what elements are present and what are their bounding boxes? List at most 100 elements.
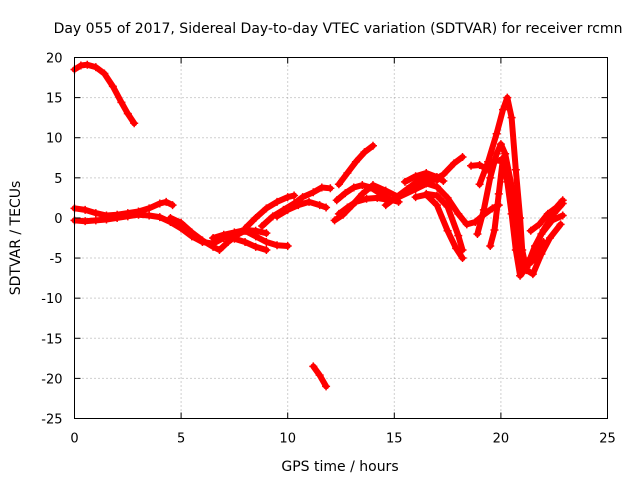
data-point xyxy=(462,220,471,229)
data-point xyxy=(230,234,239,243)
data-point xyxy=(262,204,271,213)
data-point xyxy=(283,242,292,251)
plot-frame xyxy=(74,57,608,419)
y-tick-label: -25 xyxy=(41,413,62,428)
data-point xyxy=(91,216,100,225)
data-point xyxy=(360,148,369,157)
data-point xyxy=(499,105,508,114)
x-tick-label: 10 xyxy=(279,432,296,447)
x-tick-label: 15 xyxy=(386,432,403,447)
data-point xyxy=(358,181,367,190)
data-point xyxy=(91,63,100,72)
data-point xyxy=(513,236,522,245)
x-tick-label: 5 xyxy=(177,432,185,447)
data-point xyxy=(524,260,533,269)
series-arc-afternoon-a xyxy=(334,141,377,189)
data-point xyxy=(177,218,186,227)
data-point xyxy=(473,229,482,238)
data-point xyxy=(475,180,484,189)
data-point xyxy=(511,165,520,174)
series-arc-early-high xyxy=(70,60,139,128)
data-point xyxy=(373,193,382,202)
x-tick-label: 0 xyxy=(70,432,78,447)
data-point xyxy=(198,236,207,245)
y-tick-label: 10 xyxy=(46,132,63,147)
data-point xyxy=(458,254,467,263)
y-tick-label: -5 xyxy=(50,252,63,267)
data-point xyxy=(490,225,499,234)
data-point xyxy=(494,189,503,198)
data-point xyxy=(516,271,525,280)
data-point xyxy=(309,188,318,197)
data-point xyxy=(100,69,109,78)
series-arc-midday-c xyxy=(241,226,292,251)
data-point xyxy=(358,189,367,198)
data-point xyxy=(209,242,218,251)
data-point xyxy=(381,186,390,195)
data-point xyxy=(503,93,512,102)
data-point xyxy=(400,177,409,186)
series-arc-midday-d xyxy=(230,234,271,255)
y-tick-label: -20 xyxy=(41,372,62,387)
data-point xyxy=(432,201,441,210)
data-point xyxy=(454,209,463,218)
data-point xyxy=(102,215,111,224)
data-point xyxy=(368,181,377,190)
y-tick-label: 15 xyxy=(46,92,63,107)
data-point xyxy=(432,173,441,182)
data-point xyxy=(492,149,501,158)
data-point xyxy=(362,194,371,203)
data-point xyxy=(507,181,516,190)
data-point xyxy=(516,258,525,267)
series-layer xyxy=(70,60,567,391)
chart-title: Day 055 of 2017, Sidereal Day-to-day VTE… xyxy=(54,21,623,37)
data-point xyxy=(496,140,505,149)
data-point xyxy=(91,209,100,218)
data-point xyxy=(486,173,495,182)
data-point xyxy=(467,161,476,170)
data-point xyxy=(558,211,567,220)
series-arc-afternoon-i xyxy=(411,190,467,263)
data-point xyxy=(113,213,122,222)
data-point xyxy=(548,216,557,225)
data-point xyxy=(273,241,282,250)
data-point xyxy=(422,190,431,199)
data-point xyxy=(162,197,171,206)
data-point xyxy=(552,203,561,212)
data-point xyxy=(556,220,565,229)
data-point xyxy=(443,226,452,235)
data-point xyxy=(454,231,463,240)
data-point xyxy=(339,210,348,219)
data-point xyxy=(168,201,177,210)
data-point xyxy=(558,196,567,205)
data-point xyxy=(458,152,467,161)
series-arc-evening-e xyxy=(516,238,548,269)
data-point xyxy=(166,213,175,222)
data-point xyxy=(400,188,409,197)
data-point xyxy=(251,213,260,222)
x-tick-label: 20 xyxy=(493,432,510,447)
grid xyxy=(74,57,608,419)
data-point xyxy=(443,193,452,202)
data-point xyxy=(83,60,92,69)
data-point xyxy=(317,183,326,192)
data-point xyxy=(215,246,224,255)
data-point xyxy=(545,234,554,242)
y-tick-label: 20 xyxy=(46,52,63,67)
data-point xyxy=(209,234,218,242)
data-point xyxy=(537,229,546,238)
y-tick-label: -15 xyxy=(41,332,62,347)
data-point xyxy=(123,109,132,118)
data-point xyxy=(315,371,324,380)
series-line xyxy=(231,235,270,253)
data-point xyxy=(251,242,260,251)
data-point xyxy=(81,205,90,214)
series-arc-rise-c xyxy=(273,197,331,221)
data-point xyxy=(123,212,132,221)
series-arc-evening-f xyxy=(526,196,567,235)
data-point xyxy=(273,212,282,221)
data-point xyxy=(539,238,548,247)
series-arc-afternoon-g xyxy=(400,169,448,186)
data-point xyxy=(130,119,139,128)
